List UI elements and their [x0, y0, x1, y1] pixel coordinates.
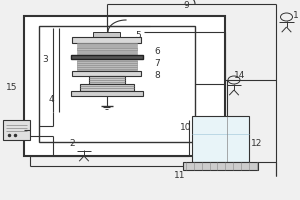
- Text: 7: 7: [154, 58, 160, 68]
- Text: 8: 8: [154, 71, 160, 79]
- Text: 9: 9: [183, 1, 189, 10]
- Bar: [72, 71, 141, 76]
- Bar: [24, 16, 225, 156]
- Text: 15: 15: [6, 84, 18, 92]
- Bar: [76, 60, 136, 61]
- Bar: [76, 45, 136, 46]
- Bar: [76, 65, 136, 67]
- Bar: [70, 91, 142, 96]
- Bar: [76, 67, 136, 69]
- Text: 1: 1: [292, 11, 298, 21]
- Text: 5: 5: [135, 30, 141, 40]
- Bar: [80, 84, 134, 91]
- Bar: [76, 47, 136, 48]
- Bar: [88, 76, 124, 84]
- Text: 3: 3: [42, 55, 48, 64]
- Bar: [93, 32, 120, 37]
- Bar: [76, 54, 136, 55]
- Text: 2: 2: [69, 140, 75, 148]
- Bar: [76, 43, 136, 44]
- Bar: [76, 50, 136, 51]
- Bar: [76, 52, 136, 53]
- Bar: [39, 26, 195, 142]
- Bar: [192, 116, 249, 162]
- Text: 12: 12: [251, 140, 262, 148]
- Text: 6: 6: [154, 46, 160, 55]
- Bar: [70, 55, 142, 59]
- Bar: [76, 63, 136, 65]
- Bar: [76, 69, 136, 70]
- Bar: [72, 37, 141, 43]
- Text: 10: 10: [180, 123, 192, 132]
- Bar: [76, 48, 136, 50]
- Bar: [3, 120, 30, 140]
- Text: 11: 11: [174, 170, 186, 180]
- Text: 14: 14: [234, 72, 246, 80]
- Text: 4: 4: [48, 96, 54, 104]
- Bar: [183, 162, 258, 170]
- Bar: [76, 61, 136, 63]
